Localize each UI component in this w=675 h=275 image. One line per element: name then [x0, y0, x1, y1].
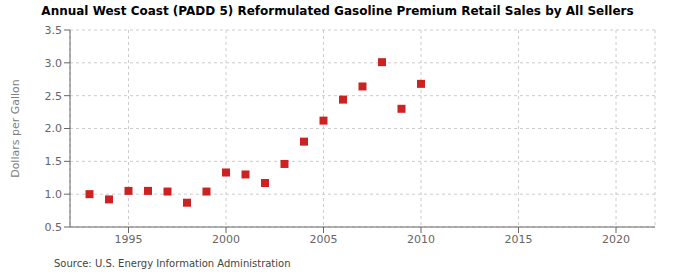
svg-text:1.5: 1.5 — [45, 155, 63, 168]
svg-text:3.5: 3.5 — [45, 24, 63, 37]
html-text:Source: U.S. Energy Informatio: Source: U.S. Energy Information Administ… — [54, 258, 291, 269]
svg-text:2000: 2000 — [212, 233, 240, 246]
svg-text:0.5: 0.5 — [45, 221, 63, 234]
svg-text:2005: 2005 — [310, 233, 338, 246]
svg-text:2.0: 2.0 — [45, 122, 63, 135]
svg-text:1995: 1995 — [115, 233, 143, 246]
svg-text:2.5: 2.5 — [45, 90, 63, 103]
svg-text:2020: 2020 — [602, 233, 630, 246]
svg-text:2015: 2015 — [505, 233, 533, 246]
svg-text:3.0: 3.0 — [45, 57, 63, 70]
html-text:Annual West Coast (PADD 5) Ref: Annual West Coast (PADD 5) Reformulated … — [41, 4, 634, 18]
svg-text:Dollars per Gallon: Dollars per Gallon — [9, 79, 22, 178]
svg-text:2010: 2010 — [407, 233, 435, 246]
svg-text:1.0: 1.0 — [45, 188, 63, 201]
